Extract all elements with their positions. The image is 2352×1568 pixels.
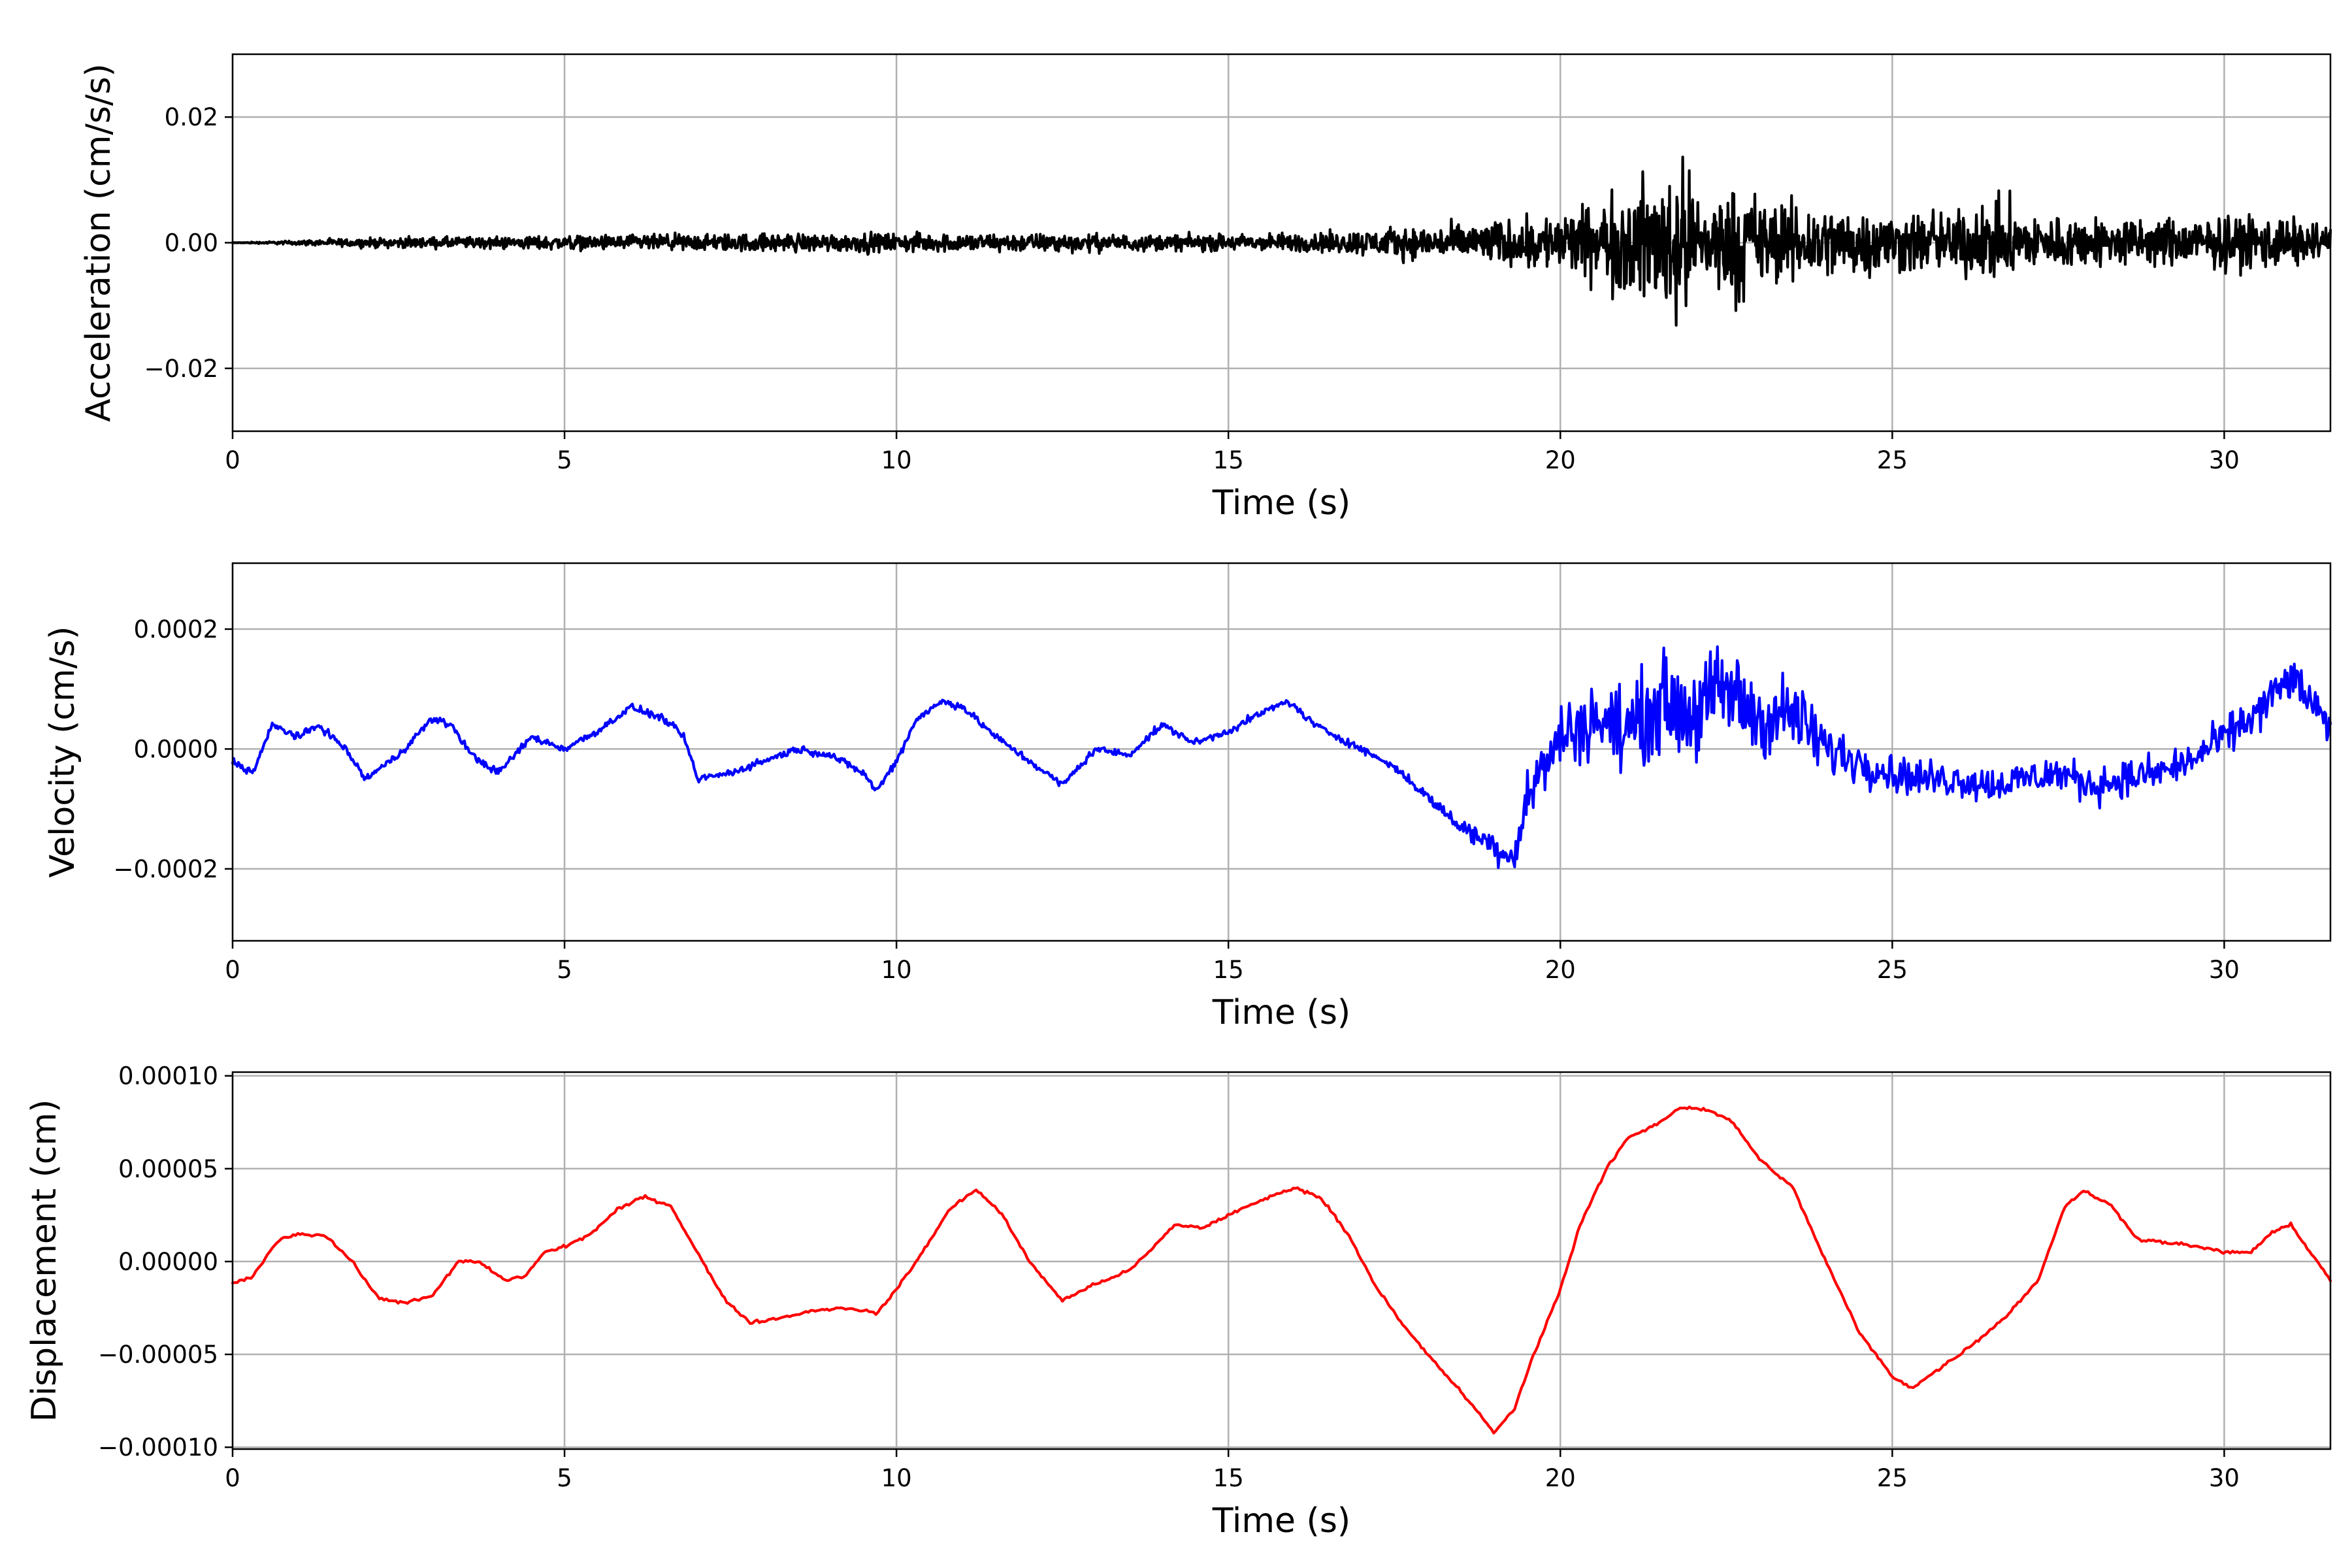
acceleration-ytick-label-2: 0.02	[165, 103, 218, 131]
displacement-xtick-label-3: 15	[1213, 1464, 1244, 1492]
acceleration-xtick-label-2: 10	[881, 446, 912, 474]
acceleration-panel: 0 5 10 15 20 25 30 −0.02 0.00 0.02 Time (s) Accel…	[79, 53, 2332, 523]
acceleration-ytick-label-0: −0.02	[144, 355, 218, 383]
velocity-xtick-label-2: 10	[881, 956, 912, 984]
displacement-ytick-label-4: 0.00010	[118, 1062, 218, 1090]
velocity-grid	[231, 563, 2330, 941]
velocity-ytick-label-1: 0.0000	[134, 735, 218, 763]
acceleration-xtick-label-4: 20	[1545, 446, 1576, 474]
acceleration-xtick-label-0: 0	[225, 446, 240, 474]
displacement-x-axis-label: Time (s)	[1212, 1501, 1350, 1541]
acceleration-xtick-label-6: 30	[2209, 446, 2240, 474]
velocity-ytick-label-0: −0.0002	[114, 855, 218, 883]
acceleration-x-axis-label: Time (s)	[1212, 483, 1350, 523]
velocity-panel: 0 5 10 15 20 25 30 −0.0002 0.0000 0.0002 Time (s)…	[43, 562, 2332, 1032]
displacement-grid	[231, 1072, 2330, 1449]
displacement-xtick-label-1: 5	[557, 1464, 572, 1492]
displacement-axes-frame	[231, 1071, 2332, 1450]
velocity-xtick-label-1: 5	[557, 956, 572, 984]
velocity-trace	[231, 645, 2332, 870]
velocity-x-axis-label: Time (s)	[1212, 993, 1350, 1032]
displacement-ytick-label-0: −0.00010	[98, 1433, 218, 1462]
displacement-ytick-label-1: −0.00005	[98, 1341, 218, 1369]
displacement-ytick-label-2: 0.00000	[118, 1248, 218, 1276]
velocity-xtick-label-4: 20	[1545, 956, 1576, 984]
displacement-xtick-label-4: 20	[1545, 1464, 1576, 1492]
displacement-xtick-label-6: 30	[2209, 1464, 2240, 1492]
velocity-ytick-label-2: 0.0002	[134, 615, 218, 644]
displacement-xtick-label-2: 10	[881, 1464, 912, 1492]
velocity-xtick-label-5: 25	[1877, 956, 1908, 984]
acceleration-y-axis-label: Acceleration (cm/s/s)	[79, 63, 118, 422]
acceleration-xtick-label-3: 15	[1213, 446, 1244, 474]
displacement-ytick-label-3: 0.00005	[118, 1155, 218, 1183]
acceleration-ticks: 0 5 10 15 20 25 30 −0.02 0.00 0.02	[144, 103, 2240, 474]
acceleration-ytick-label-1: 0.00	[165, 229, 218, 257]
displacement-xtick-label-5: 25	[1877, 1464, 1908, 1492]
velocity-axes-frame	[231, 562, 2332, 942]
acceleration-trace	[231, 155, 2332, 327]
acceleration-xtick-label-1: 5	[557, 446, 572, 474]
velocity-xtick-label-3: 15	[1213, 956, 1244, 984]
displacement-xtick-label-0: 0	[225, 1464, 240, 1492]
displacement-panel: 0 5 10 15 20 25 30 −0.00010 −0.00005 0.00000 0.000…	[25, 1062, 2332, 1541]
velocity-xtick-label-6: 30	[2209, 956, 2240, 984]
velocity-y-axis-label: Velocity (cm/s)	[43, 627, 82, 878]
velocity-ticks: 0 5 10 15 20 25 30 −0.0002 0.0000 0.0002	[114, 615, 2240, 984]
velocity-xtick-label-0: 0	[225, 956, 240, 984]
displacement-ticks: 0 5 10 15 20 25 30 −0.00010 −0.00005 0.00000 0.000…	[98, 1062, 2240, 1492]
acceleration-xtick-label-5: 25	[1877, 446, 1908, 474]
displacement-trace	[231, 1105, 2332, 1435]
displacement-y-axis-label: Displacement (cm)	[25, 1100, 64, 1422]
